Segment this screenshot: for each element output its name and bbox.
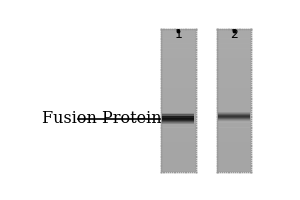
Bar	[217, 39, 251, 43]
Bar	[161, 58, 196, 63]
Bar	[217, 29, 251, 172]
Bar	[161, 98, 196, 103]
Bar	[217, 63, 251, 68]
Bar	[161, 157, 196, 162]
Bar	[161, 93, 196, 98]
Bar	[161, 113, 196, 118]
Bar	[161, 29, 196, 172]
Bar	[161, 83, 196, 88]
Bar	[161, 63, 196, 68]
Bar	[161, 53, 196, 58]
Bar	[217, 78, 251, 83]
Bar	[161, 78, 196, 83]
Bar	[162, 123, 194, 124]
Bar	[161, 73, 196, 78]
Bar	[217, 88, 251, 93]
Bar	[161, 49, 196, 53]
Bar	[162, 122, 194, 123]
Bar	[217, 132, 251, 137]
Bar	[162, 113, 194, 114]
Bar	[161, 118, 196, 122]
Bar	[217, 53, 251, 58]
Bar	[217, 147, 251, 152]
Bar	[162, 115, 194, 116]
Bar	[217, 29, 251, 34]
Bar	[217, 58, 251, 63]
Bar	[161, 34, 196, 38]
Bar	[161, 162, 196, 167]
Bar	[162, 119, 194, 120]
Bar	[217, 49, 251, 53]
Bar	[162, 118, 194, 119]
Bar	[217, 98, 251, 103]
Bar	[161, 103, 196, 108]
Bar	[161, 123, 196, 127]
Bar	[161, 152, 196, 157]
Bar	[217, 83, 251, 88]
Bar	[161, 108, 196, 113]
Text: 2: 2	[230, 28, 238, 41]
Bar	[161, 29, 196, 34]
Bar	[162, 116, 194, 117]
Bar	[217, 128, 251, 132]
Bar	[217, 44, 251, 48]
Bar	[217, 24, 251, 29]
Bar	[161, 88, 196, 93]
Bar	[161, 24, 196, 29]
Bar	[162, 117, 194, 118]
Bar	[217, 108, 251, 113]
Bar	[161, 44, 196, 48]
Bar	[217, 123, 251, 127]
Text: 1: 1	[174, 28, 182, 41]
Bar	[217, 113, 251, 118]
Bar	[161, 167, 196, 172]
Bar	[217, 73, 251, 78]
Bar	[162, 121, 194, 122]
Bar	[162, 120, 194, 121]
Bar	[217, 103, 251, 108]
Bar	[217, 137, 251, 142]
Bar	[217, 68, 251, 73]
Text: Fusion Protein: Fusion Protein	[42, 110, 162, 127]
Bar	[217, 93, 251, 98]
Bar	[217, 152, 251, 157]
Bar	[161, 128, 196, 132]
Bar	[217, 157, 251, 162]
Bar	[217, 162, 251, 167]
Bar	[161, 132, 196, 137]
Bar	[161, 137, 196, 142]
Bar	[162, 114, 194, 115]
Bar	[162, 116, 194, 117]
Bar	[161, 147, 196, 152]
Bar	[217, 167, 251, 172]
Bar	[161, 142, 196, 147]
Bar	[217, 118, 251, 122]
Bar	[162, 114, 194, 115]
Bar	[217, 142, 251, 147]
Bar	[161, 39, 196, 43]
Bar	[217, 34, 251, 38]
Bar	[161, 68, 196, 73]
